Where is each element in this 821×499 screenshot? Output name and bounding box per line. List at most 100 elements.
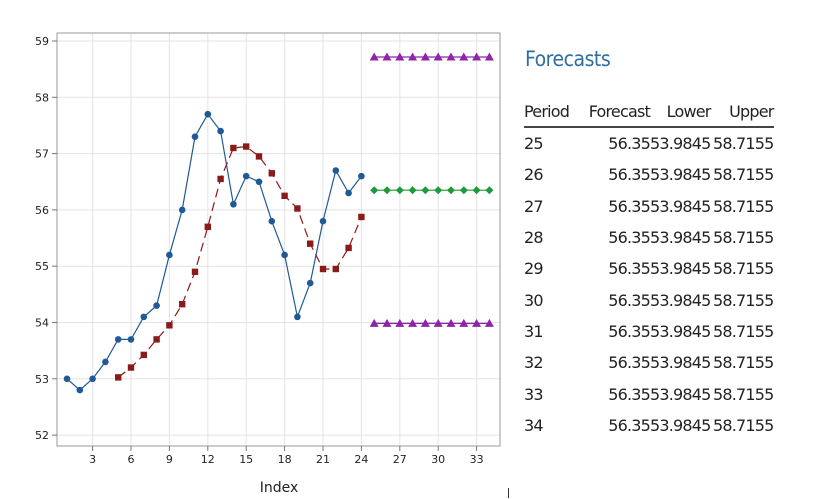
actual-point [230, 200, 237, 208]
x-tick-label: 6 [128, 453, 135, 466]
x-tick-label: 15 [239, 453, 253, 466]
actual-point [166, 251, 173, 259]
actual-point [345, 189, 352, 197]
forecast-cell: 56.35 [608, 134, 651, 154]
fits-point [281, 192, 288, 200]
fits-point [319, 265, 327, 273]
plot-frame [56, 32, 501, 447]
table-row: 25 56.35 53.9845 58.7155 [524, 127, 774, 159]
forecasts-point [370, 186, 379, 195]
forecasts-title: Forecasts [525, 47, 611, 71]
upper-point [446, 52, 456, 61]
upper-cell: 58.7155 [713, 196, 774, 216]
lower-cell: 53.9845 [650, 259, 711, 279]
lower-point [484, 318, 494, 327]
fits-point [179, 301, 186, 308]
actual-point [294, 313, 301, 321]
period-cell: 28 [524, 228, 544, 248]
text-cursor [508, 488, 509, 498]
fits-point [358, 213, 365, 221]
x-tick-label: 30 [431, 453, 445, 466]
x-axis-label: Index [260, 480, 299, 496]
upper-cell: 58.7155 [713, 165, 774, 185]
period-cell: 33 [524, 384, 544, 404]
forecasts-point [408, 186, 417, 195]
actual-point [217, 127, 224, 135]
fits-point [268, 170, 275, 177]
lower-point [408, 318, 418, 327]
upper-point [369, 52, 379, 61]
lower-point [395, 318, 405, 327]
upper-point [395, 52, 405, 61]
actual-point [127, 336, 135, 343]
upper-cell: 58.7155 [713, 228, 774, 248]
actual-point [153, 302, 160, 309]
fits-point [140, 351, 147, 359]
upper-point [433, 52, 443, 61]
fits-point [332, 265, 339, 273]
upper-cell: 58.7155 [713, 259, 774, 279]
time-series-chart: 3 6 9 12 15 18 21 24 27 30 33 52 53 54 55 56 57 58 59 Inde… [35, 32, 501, 496]
period-cell: 34 [524, 415, 544, 435]
table-row: 28 56.35 53.9845 58.7155 [524, 222, 774, 253]
forecast-cell: 56.35 [608, 384, 651, 404]
period-cell: 30 [524, 290, 544, 310]
forecast-cell: 56.35 [608, 228, 651, 248]
forecasts-point [383, 186, 391, 195]
fits-point [243, 143, 250, 150]
lower-cell: 53.9845 [650, 415, 711, 435]
actual-point [332, 167, 340, 174]
fits-point [191, 268, 199, 276]
fits-point [166, 322, 173, 329]
actual-point [114, 336, 122, 343]
upper-cell: 58.7155 [713, 321, 774, 341]
forecasts-point [459, 186, 468, 195]
period-cell: 29 [524, 259, 544, 279]
table-row: 27 56.35 53.9845 58.7155 [524, 191, 774, 222]
lower-cell: 53.9845 [650, 290, 711, 310]
actual-point [204, 110, 212, 118]
actual-point [319, 217, 327, 225]
period-cell: 31 [524, 321, 544, 341]
upper-point [382, 52, 392, 61]
y-tick-label: 57 [35, 148, 49, 161]
lower-point [382, 318, 392, 327]
upper-point [459, 52, 469, 61]
actual-point [102, 358, 109, 366]
lower-point [472, 318, 482, 327]
lower-point [459, 318, 469, 327]
x-tick-label: 24 [354, 453, 368, 466]
forecast-cell: 56.35 [608, 290, 651, 310]
forecasts-point [421, 186, 430, 195]
fits-point [204, 223, 211, 230]
forecast-cell: 56.35 [608, 165, 651, 185]
lower-cell: 53.9845 [650, 134, 711, 154]
forecast-cell: 56.35 [608, 321, 651, 341]
series [63, 52, 494, 394]
upper-point [408, 52, 418, 61]
header-forecast: Forecast [586, 98, 651, 128]
upper-cell: 58.7155 [713, 353, 774, 373]
actual-point [191, 133, 199, 141]
lower-point [446, 318, 456, 327]
actual-point [178, 206, 186, 214]
table-row: 32 56.35 53.9845 58.7155 [524, 347, 774, 378]
actual-point [89, 375, 96, 383]
forecasts-table: Period Forecast Lower Upper 25 56.35 53.98… [524, 98, 774, 441]
upper-cell: 58.7155 [713, 415, 774, 435]
forecast-cell: 56.35 [608, 259, 651, 279]
lower-point [433, 318, 443, 327]
actual-point [140, 313, 148, 321]
fits-point [127, 364, 135, 371]
actual-point [255, 178, 263, 186]
actual-point [306, 279, 314, 287]
x-tick-label: 18 [278, 453, 292, 466]
fits-line [117, 145, 362, 378]
actual-point [358, 172, 365, 180]
fits-point [294, 205, 301, 212]
table-row: 33 56.35 53.9845 58.7155 [524, 378, 774, 409]
upper-cell: 58.7155 [713, 290, 774, 310]
y-tick-label: 59 [35, 35, 49, 48]
table-row: 31 56.35 53.9845 58.7155 [524, 316, 774, 347]
header-upper: Upper [710, 98, 774, 128]
